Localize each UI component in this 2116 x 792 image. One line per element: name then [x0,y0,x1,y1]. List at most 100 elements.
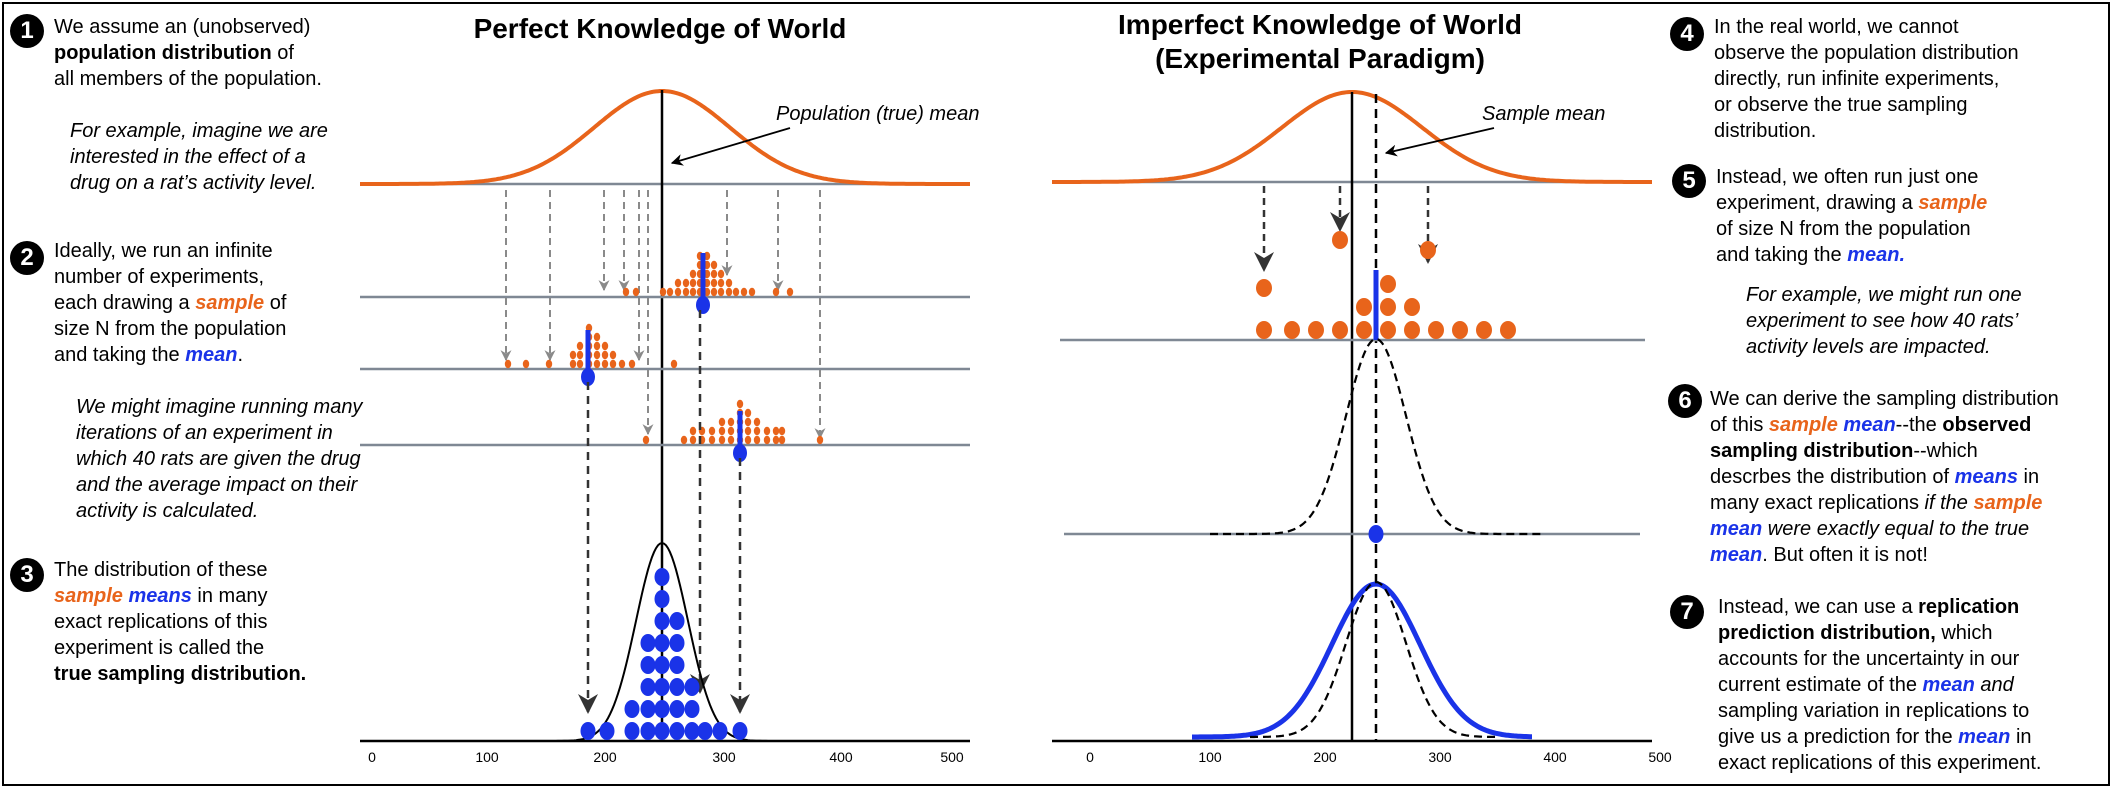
left-sample-dot-exp1 [725,287,733,297]
right-axis-tick-label: 300 [1428,749,1452,765]
left-sample-dot-exp1 [674,287,682,297]
left-sample-dot-exp3 [763,426,771,436]
left-true-sampling-curve [490,541,830,742]
left-sample-dot-exp1 [689,269,697,279]
left-axis-tick-label: 400 [829,749,853,765]
left-sampling-mean-dot [654,678,670,696]
right-panel-title-line2: (Experimental Paradigm) [1155,43,1485,74]
right-sample-mean-dot [1368,525,1384,543]
right-sample-dot [1452,321,1468,339]
left-sample-dot-exp1 [710,278,718,288]
left-sample-dot-exp3 [744,426,752,436]
left-panel-title: Perfect Knowledge of World [473,13,847,44]
step-4-text: In the real world, we cannot observe the… [1714,16,2019,142]
left-sampling-mean-dot [654,722,670,740]
right-sample-dot [1420,241,1436,259]
left-sample-dot-exp3 [708,426,716,436]
left-sampling-mean-dot [640,634,656,652]
left-sample-dot-exp3 [753,426,761,436]
left-sample-dot-exp1 [748,287,756,297]
right-axis-tick-label: 400 [1543,749,1567,765]
left-sample-dot-exp1 [666,287,674,297]
left-sample-dot-exp3 [772,435,780,445]
left-axis-tick-label: 0 [368,749,376,765]
step-5-example: For example, we might run one experiment… [1746,284,2022,358]
step-5-text: Instead, we often run just one experimen… [1716,166,1988,266]
left-sample-dot-exp2 [576,350,584,360]
left-sample-dot-exp2 [576,341,584,351]
right-panel-title-line1: Imperfect Knowledge of World [1118,9,1522,40]
left-sample-dot-exp1 [682,278,690,288]
left-sample-dot-exp1 [717,269,725,279]
left-sample-dot-exp1 [689,278,697,288]
left-axis-tick-label: 200 [593,749,617,765]
left-sample-dot-exp2 [569,350,577,360]
left-sample-dot-exp3 [753,435,761,445]
step-7-badge: 7 [1670,595,1704,629]
left-sample-dot-exp1 [622,287,630,297]
left-sample-dot-exp1 [682,287,690,297]
right-mean-label: Sample mean [1482,103,1605,125]
right-sample-dot [1380,275,1396,293]
left-sample-dot-exp1 [725,278,733,288]
left-sample-dot-exp2 [601,341,609,351]
right-sample-dot [1256,279,1272,297]
left-sample-dot-exp2 [593,332,601,342]
left-sample-dot-exp2 [601,350,609,360]
left-sampling-mean-dot [654,700,670,718]
right-sample-dot [1256,321,1272,339]
left-sample-mean-dot [733,444,747,462]
left-sample-dot-exp1 [632,287,640,297]
left-sample-dot-exp2 [522,359,530,369]
left-sampling-mean-dot [669,656,685,674]
step-4-badge: 4 [1670,17,1704,51]
right-sample-dot [1332,231,1348,249]
left-sampling-mean-dot [599,722,615,740]
left-sampling-mean-dot [640,678,656,696]
left-sample-mean-dot [696,296,710,314]
left-sample-dot-exp1 [710,287,718,297]
left-sample-dot-exp2 [545,359,553,369]
step-3-text: The distribution of these sample means in… [54,559,307,685]
left-sample-dot-exp3 [816,435,824,445]
right-replication-prediction-curve [1192,581,1532,740]
step-2-badge: 2 [10,241,44,275]
left-sample-dot-exp1 [674,278,682,288]
left-sample-dot-exp2 [593,350,601,360]
left-sample-dot-exp2 [593,359,601,369]
right-axis-tick-label: 500 [1648,749,1672,765]
right-sample-dot [1284,321,1300,339]
left-sample-dot-exp1 [786,287,794,297]
left-sampling-mean-dot [732,722,748,740]
left-sampling-mean-dot [669,612,685,630]
left-sample-dot-exp1 [710,269,718,279]
left-sample-dot-exp3 [744,417,752,427]
left-sample-dot-exp1 [772,287,780,297]
right-sample-dot [1332,321,1348,339]
left-sampling-mean-dot [697,722,713,740]
step-5-badge: 5 [1672,164,1706,198]
left-sample-dot-exp3 [744,408,752,418]
left-sample-dot-exp3 [778,435,786,445]
left-sampling-mean-dot [654,590,670,608]
left-sample-dot-exp3 [689,435,697,445]
left-mean-pointer [670,127,791,166]
left-sample-dot-exp1 [732,287,740,297]
left-sample-dot-exp3 [727,435,735,445]
right-observed-sampling-curve [1210,337,1544,536]
step-1-badge: 1 [10,14,44,48]
step-2-example: We might imagine running many iterations… [76,396,363,522]
left-sampling-mean-dot [669,634,685,652]
left-sample-dot-exp3 [753,417,761,427]
left-sample-dot-exp2 [670,359,678,369]
left-sampling-mean-dot [624,700,640,718]
right-sample-dot [1476,321,1492,339]
left-sample-dot-exp1 [689,287,697,297]
left-sample-dot-exp2 [628,359,636,369]
left-sampling-mean-dot [654,612,670,630]
left-sample-dot-exp2 [609,359,617,369]
left-sampling-mean-dot [640,656,656,674]
right-axis-tick-label: 100 [1198,749,1222,765]
left-sampling-mean-dot [712,722,728,740]
